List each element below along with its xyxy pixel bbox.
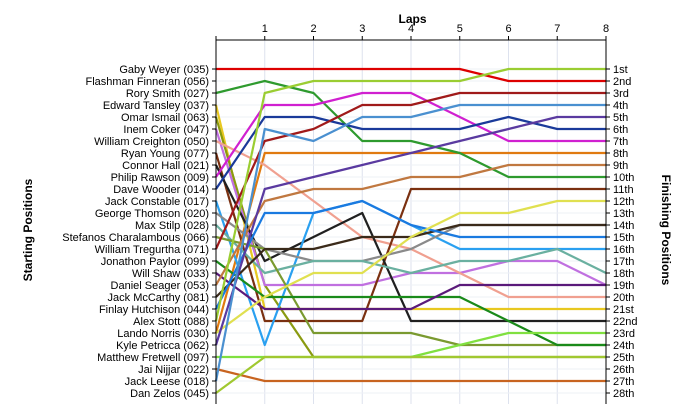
start-label: Jack Leese (018) (125, 376, 209, 388)
finish-label: 9th (613, 160, 628, 172)
start-label: Lando Norris (030) (117, 328, 209, 340)
finish-label: 12th (613, 196, 634, 208)
series-line-10 (215, 91, 606, 178)
series-line-17 (215, 260, 606, 347)
finish-label: 27th (613, 376, 634, 388)
finish-label: 18th (613, 268, 634, 280)
start-label: Flashman Finneran (056) (85, 76, 209, 88)
start-label: Inem Coker (047) (123, 124, 209, 136)
series-line-28 (215, 355, 606, 394)
grid-lines (216, 40, 607, 404)
start-label: Matthew Fretwell (097) (97, 352, 209, 364)
x-axis-title: Laps (398, 12, 427, 26)
series-line-24 (214, 115, 606, 346)
finish-label: 19th (613, 280, 634, 292)
series-line-23 (215, 199, 606, 334)
x-tick-label: 5 (457, 23, 463, 35)
start-label: Will Shaw (033) (132, 268, 209, 280)
finish-label: 4th (613, 100, 628, 112)
start-label: William Creighton (050) (94, 136, 209, 148)
start-label: Stefanos Charalambous (066) (62, 232, 209, 244)
start-label: Gaby Weyer (035) (119, 64, 209, 76)
start-label: William Tregurtha (071) (95, 244, 209, 256)
x-tick-labels: 1 2 3 4 5 6 7 8 (262, 23, 609, 35)
series-line-18 (215, 272, 606, 311)
start-label: Max Stilp (028) (135, 220, 209, 232)
x-tick-label: 1 (262, 23, 268, 35)
series-line-26 (215, 367, 606, 383)
finish-label: 25th (613, 352, 634, 364)
series-line-11 (215, 115, 606, 190)
start-label: Rory Smith (027) (126, 88, 209, 100)
start-label: Kyle Petricca (062) (116, 340, 209, 352)
plot-frame (212, 36, 610, 404)
finish-label: 23rd (613, 328, 635, 340)
start-label: Finlay Hutchison (044) (99, 304, 209, 316)
series-line-22 (214, 67, 606, 322)
finish-label: 8th (613, 148, 628, 160)
start-label: Jack McCarthy (081) (108, 292, 209, 304)
finish-label: 3rd (613, 88, 629, 100)
finish-label: 6th (613, 124, 628, 136)
finish-label: 11th (613, 184, 634, 196)
start-label: Jack Constable (017) (105, 196, 209, 208)
series-line-1 (216, 67, 606, 83)
x-tick-label: 7 (554, 23, 560, 35)
start-label: Jonathon Paylor (099) (101, 256, 209, 268)
start-label: Edward Tansley (037) (103, 100, 209, 112)
series-line-19 (215, 163, 606, 286)
x-tick-label: 4 (408, 23, 414, 35)
series-line-15 (215, 235, 606, 347)
start-label: Connor Hall (021) (122, 160, 209, 172)
finish-label: 20th (613, 292, 634, 304)
finish-label: 14th (613, 220, 634, 232)
start-label: Omar Ismail (063) (121, 112, 209, 124)
finish-labels: 1st2nd3rd4th5th6th7th8th9th10th11th12th1… (613, 64, 637, 400)
start-label: Dave Wooder (014) (113, 184, 209, 196)
finish-label: 21st (613, 304, 634, 316)
finish-label: 24th (613, 340, 634, 352)
start-label: Dan Zelos (045) (130, 388, 209, 400)
finish-label: 5th (613, 112, 628, 124)
start-label: George Thomson (020) (95, 208, 209, 220)
finish-label: 13th (613, 208, 634, 220)
start-label: Daniel Seager (053) (111, 280, 209, 292)
x-tick-label: 3 (359, 23, 365, 35)
finish-label: 15th (613, 232, 634, 244)
start-label: Philip Rawson (009) (111, 172, 209, 184)
finish-label: 16th (613, 244, 634, 256)
series-line-27 (214, 103, 606, 382)
x-tick-label: 6 (505, 23, 511, 35)
series-line-21 (215, 199, 606, 310)
series-line-16 (214, 91, 606, 250)
finish-label: 1st (613, 64, 628, 76)
start-labels: Gaby Weyer (035)Flashman Finneran (056)R… (62, 64, 209, 400)
finish-label: 10th (613, 172, 634, 184)
series-lines (214, 67, 607, 394)
finish-label: 28th (613, 388, 634, 400)
start-label: Alex Stott (088) (133, 316, 209, 328)
finish-label: 22nd (613, 316, 637, 328)
start-label: Jai Nijjar (022) (138, 364, 209, 376)
series-line-8 (214, 152, 606, 323)
x-tick-label: 2 (310, 23, 316, 35)
series-line-3 (215, 79, 606, 179)
finish-label: 26th (613, 364, 634, 376)
x-tick-label: 8 (603, 23, 609, 35)
series-line-14 (215, 224, 607, 275)
start-label: Ryan Young (077) (121, 148, 209, 160)
finish-label: 17th (613, 256, 634, 268)
finish-label: 7th (613, 136, 628, 148)
finish-label: 2nd (613, 76, 631, 88)
